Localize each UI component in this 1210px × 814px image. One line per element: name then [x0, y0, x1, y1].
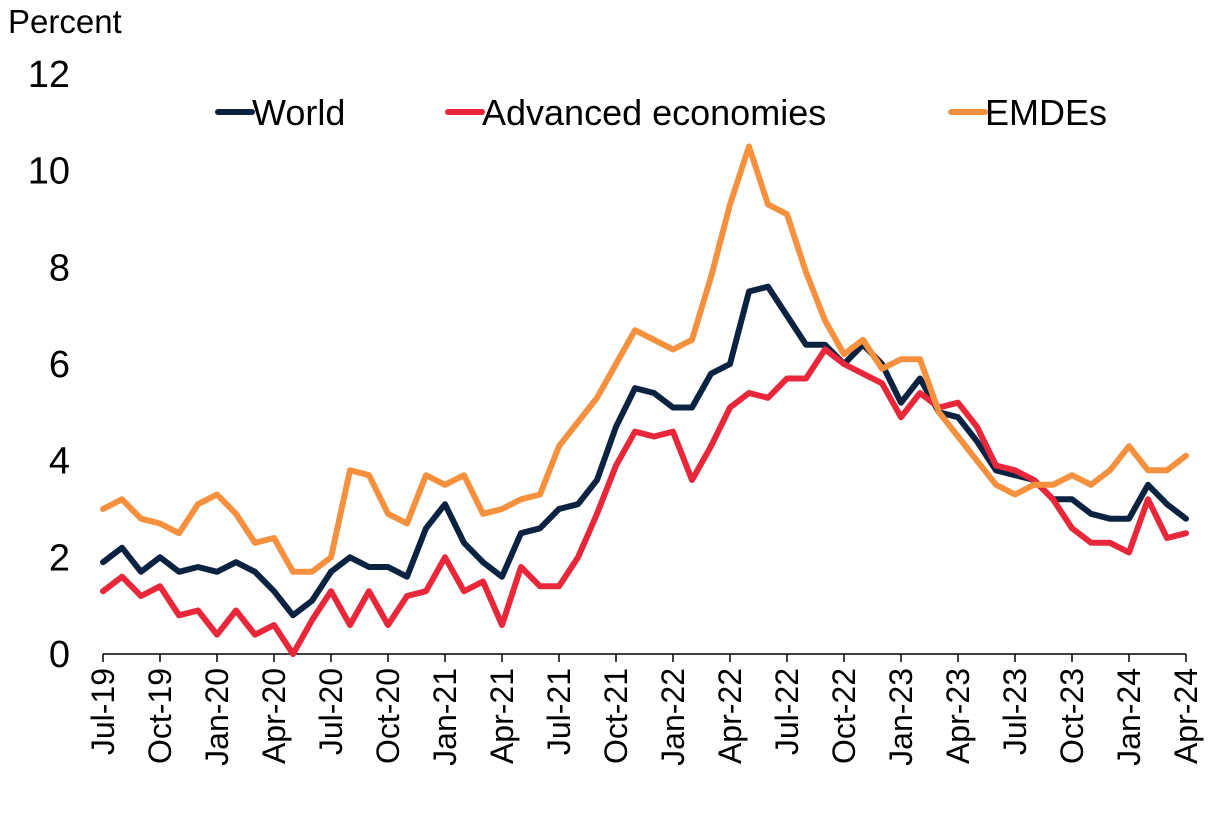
- y-tick-label: 2: [49, 537, 70, 579]
- x-axis-tick-labels: Jul-19 Oct-19 Jan-20 Apr-20 Jul-20 Oct-20 Jan-…: [85, 668, 1204, 766]
- x-tick-label: Jul-19: [85, 668, 121, 755]
- series-line-emdes: [100, 143, 1189, 575]
- x-tick-label: Jul-21: [541, 668, 577, 755]
- x-tick-label: Jul-22: [769, 668, 805, 755]
- y-tick-label: 12: [28, 54, 70, 96]
- series-lines: [100, 143, 1189, 657]
- y-tick-label: 6: [49, 344, 70, 386]
- legend-label: World: [252, 92, 345, 133]
- x-tick-label: Oct-19: [142, 668, 178, 764]
- axes: [102, 653, 1187, 662]
- y-tick-label: 4: [49, 441, 70, 483]
- x-tick-label: Apr-22: [712, 668, 748, 764]
- x-tick-label: Oct-23: [1054, 668, 1090, 764]
- x-tick-label: Jan-23: [883, 668, 919, 766]
- x-tick-label: Jan-20: [199, 668, 235, 766]
- legend: World Advanced economies EMDEs: [215, 92, 1107, 133]
- legend-label: EMDEs: [985, 92, 1107, 133]
- y-tick-label: 0: [49, 634, 70, 676]
- y-axis-tick-labels: 0 2 4 6 8 10 12: [28, 54, 70, 676]
- x-tick-label: Jan-22: [655, 668, 691, 766]
- x-tick-label: Jan-24: [1111, 668, 1147, 766]
- x-tick-label: Jan-21: [427, 668, 463, 766]
- x-tick-label: Oct-22: [826, 668, 862, 764]
- x-tick-label: Apr-23: [940, 668, 976, 764]
- x-tick-label: Oct-21: [598, 668, 634, 764]
- x-tick-label: Apr-20: [256, 668, 292, 764]
- series-line-advanced-economies: [100, 346, 1189, 657]
- x-tick-label: Apr-21: [484, 668, 520, 764]
- series-line-world: [100, 283, 1189, 619]
- x-tick-label: Jul-23: [997, 668, 1033, 755]
- y-tick-label: 10: [28, 151, 70, 193]
- x-tick-label: Apr-24: [1168, 668, 1204, 764]
- y-tick-label: 8: [49, 247, 70, 289]
- x-tick-label: Jul-20: [313, 668, 349, 755]
- legend-label: Advanced economies: [482, 92, 826, 133]
- x-tick-label: Oct-20: [370, 668, 406, 764]
- y-axis-unit-label: Percent: [8, 3, 122, 40]
